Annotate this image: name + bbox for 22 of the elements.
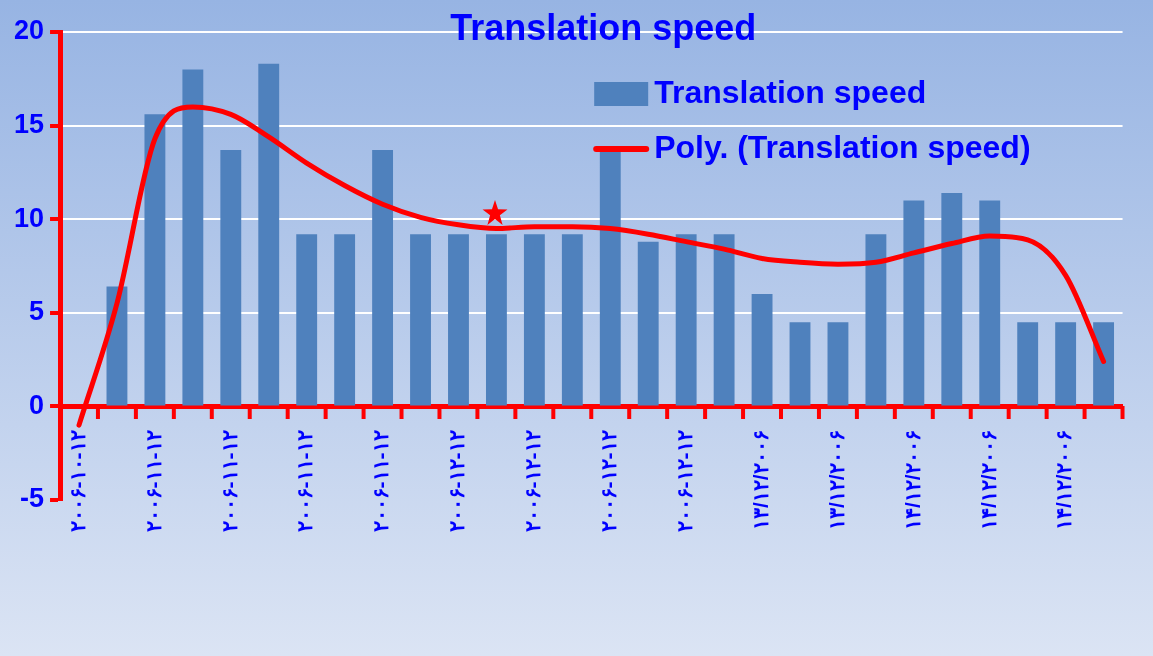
y-tick-label: 20 bbox=[13, 15, 45, 46]
x-tick-label: ۲۰۰۶-۱۱-۱۲ bbox=[369, 430, 393, 533]
y-tick-label: -5 bbox=[20, 483, 45, 514]
x-tick-label: ۱۴/۱۲/۲۰۰۶ bbox=[900, 430, 924, 531]
x-tick-label: ۲۰۰۶-۱۱-۱۲ bbox=[141, 430, 165, 533]
x-tick-label: ۲۰۰۶-۱۰-۱۲ bbox=[65, 430, 89, 533]
y-tick-label: 10 bbox=[13, 202, 45, 233]
y-tick-label: 15 bbox=[13, 109, 45, 140]
x-tick-label: ۱۴/۱۲/۲۰۰۶ bbox=[976, 430, 1000, 531]
legend-label: Poly. (Translation speed) bbox=[654, 128, 1031, 165]
x-tick-label: ۱۴/۱۲/۲۰۰۶ bbox=[1052, 430, 1076, 531]
y-tick-label: 5 bbox=[29, 296, 45, 327]
x-tick-label: ۲۰۰۶-۱۱-۱۲ bbox=[293, 430, 317, 533]
legend-label: Translation speed bbox=[654, 73, 927, 110]
x-tick-label: ۲۰۰۶-۱۲-۱۲ bbox=[445, 430, 469, 533]
x-tick-label: ۱۳/۱۲/۲۰۰۶ bbox=[748, 430, 772, 531]
x-tick-label: ۲۰۰۶-۱۲-۱۲ bbox=[597, 430, 621, 533]
x-tick-label: ۲۰۰۶-۱۲-۱۲ bbox=[672, 430, 696, 533]
x-tick-label: ۱۳/۱۲/۲۰۰۶ bbox=[824, 430, 848, 531]
y-tick-label: 0 bbox=[29, 389, 45, 420]
x-tick-label: ۲۰۰۶-۱۲-۱۲ bbox=[521, 430, 545, 533]
x-tick-label: ۲۰۰۶-۱۱-۱۲ bbox=[217, 430, 241, 533]
